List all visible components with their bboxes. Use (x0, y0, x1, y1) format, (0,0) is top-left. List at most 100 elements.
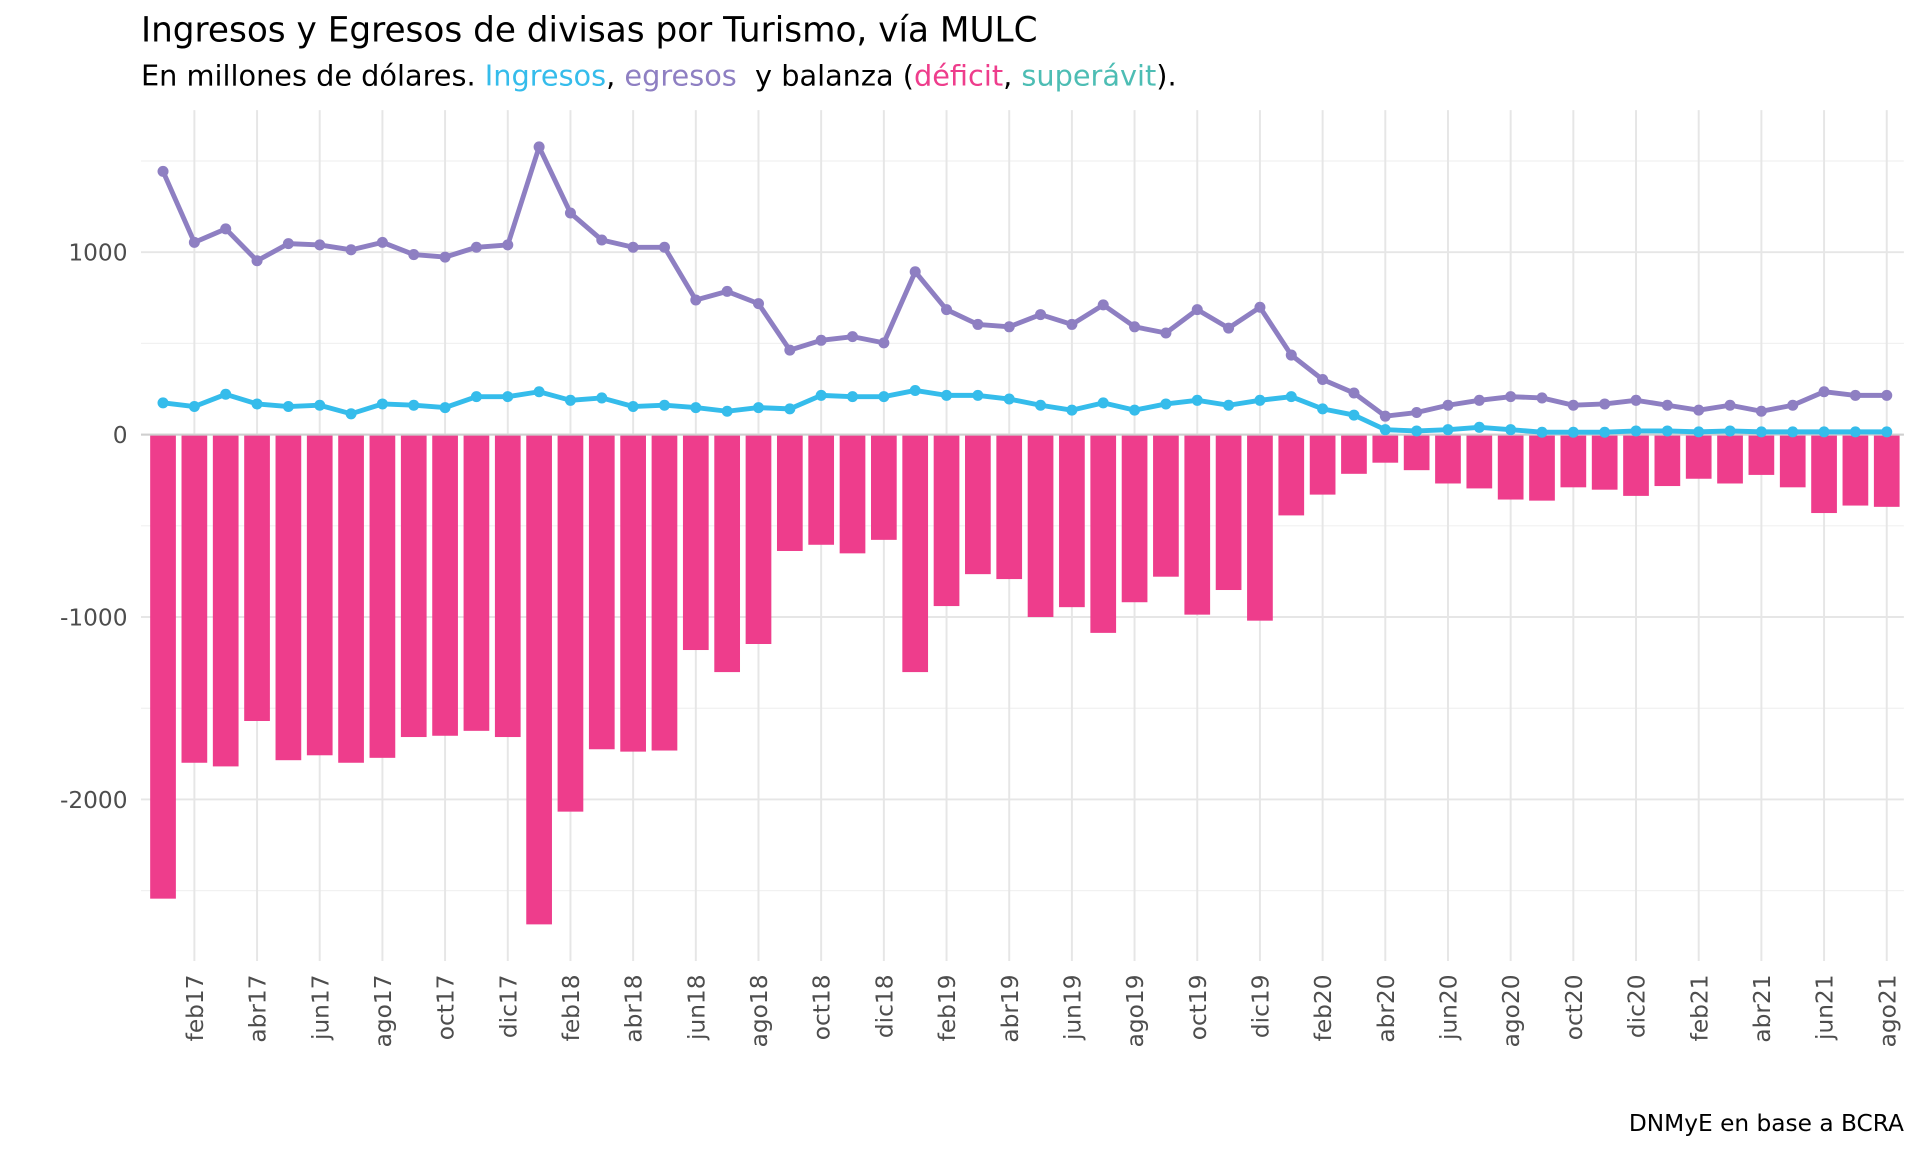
egresos-point (847, 331, 859, 343)
ingresos-point (1129, 404, 1141, 416)
ingresos-point (1724, 425, 1736, 437)
ingresos-point (784, 403, 796, 415)
ingresos-point (282, 401, 294, 413)
x-tick-label: abr21 (1749, 974, 1776, 1042)
ingresos-point (1818, 426, 1830, 438)
balance-bar (1811, 434, 1837, 514)
egresos-point (1724, 399, 1736, 411)
balance-bar (400, 434, 427, 738)
balance-bar (306, 434, 333, 756)
egresos-point (1567, 399, 1579, 411)
ingresos-point (596, 392, 608, 404)
egresos-point (1411, 407, 1423, 419)
egresos-point (1254, 301, 1266, 313)
balance-bar (1215, 434, 1242, 591)
ingresos-point (1442, 424, 1454, 436)
balance-bar (651, 434, 678, 751)
balance-bar (588, 434, 615, 750)
ingresos-point (1223, 399, 1235, 411)
balance-bars (150, 434, 1900, 925)
egresos-point (533, 141, 545, 153)
x-tick-label: ago20 (1498, 974, 1525, 1047)
balance-bar (1842, 434, 1869, 506)
ingresos-point (1097, 397, 1109, 409)
egresos-point (1097, 299, 1109, 311)
egresos-point (1285, 349, 1297, 361)
ingresos-point (1035, 399, 1047, 411)
x-tick-label: dic17 (495, 974, 522, 1038)
balance-bar (1435, 434, 1461, 484)
egresos-point (784, 344, 796, 356)
ingresos-point (752, 402, 765, 414)
balance-bar (463, 434, 490, 731)
ingresos-point (1536, 426, 1548, 438)
ingresos-point (220, 388, 232, 400)
x-tick-label: oct17 (433, 974, 460, 1040)
egresos-point (690, 294, 702, 306)
balance-bar (1309, 434, 1336, 495)
ingresos-point (470, 391, 482, 403)
x-tick-label: jun21 (1812, 974, 1839, 1041)
egresos-point (1348, 387, 1360, 399)
ingresos-point (251, 398, 263, 410)
egresos-point (1630, 394, 1642, 406)
egresos-point (909, 266, 921, 278)
ingresos-line (162, 388, 1887, 435)
x-tick-label: oct19 (1185, 974, 1212, 1040)
x-tick-label: feb21 (1686, 974, 1713, 1041)
egresos-point (376, 236, 388, 248)
balance-bar (1717, 434, 1743, 484)
chart-title: Ingresos y Egresos de divisas por Turism… (141, 11, 1038, 51)
subtitle-suffix: ). (1156, 59, 1176, 93)
y-tick-label: 0 (113, 422, 128, 449)
ingresos-point (1849, 426, 1861, 438)
ingresos-point (345, 408, 357, 420)
series-lines (157, 141, 1893, 438)
balance-bar (1059, 434, 1085, 608)
egresos-point (470, 241, 482, 253)
ingresos-point (1160, 398, 1172, 410)
ingresos-point (564, 394, 576, 406)
ingresos-point (1630, 425, 1642, 437)
balance-bar (150, 434, 176, 899)
egresos-point (1849, 389, 1861, 401)
ingresos-point (1191, 394, 1203, 406)
egresos-point (1661, 399, 1673, 411)
ingresos-point (1693, 426, 1705, 438)
egresos-point (408, 249, 420, 261)
egresos-point (1787, 399, 1799, 411)
balance-bar (1341, 434, 1367, 474)
egresos-point (1755, 405, 1767, 417)
balance-bar (1184, 434, 1211, 615)
egresos-point (1191, 304, 1203, 316)
egresos-point (721, 285, 733, 297)
balance-bar (1153, 434, 1179, 577)
ingresos-point (408, 399, 420, 411)
balance-bar (557, 434, 584, 812)
subtitle-egresos: egresos (624, 59, 736, 93)
x-tick-label: dic20 (1624, 974, 1651, 1038)
ingresos-point (1379, 424, 1391, 436)
ingresos-point (690, 402, 702, 414)
balance-bar (1779, 434, 1806, 488)
x-tick-label: jun19 (1059, 974, 1086, 1041)
ingresos-point (314, 399, 326, 411)
egresos-point (1066, 318, 1078, 330)
egresos-point (345, 244, 357, 256)
ingresos-point (847, 391, 859, 403)
ingresos-point (533, 386, 545, 398)
x-tick-label: oct20 (1561, 974, 1588, 1040)
balance-bar (1529, 434, 1555, 501)
balance-bar (1497, 434, 1524, 500)
subtitle-deficit: déficit (914, 59, 1003, 93)
subtitle-ingresos: Ingresos (485, 59, 606, 93)
x-tick-label: abr17 (245, 974, 272, 1042)
balance-bar (1466, 434, 1493, 489)
balance-bar (682, 434, 709, 651)
ingresos-point (1505, 424, 1517, 436)
x-tick-label: feb20 (1310, 974, 1337, 1041)
x-axis: feb17 abr17 jun17 ago17 oct17 dic17 feb18 abr18… (182, 974, 1901, 1047)
egresos-point (1881, 389, 1893, 401)
subtitle-mid: y balanza ( (737, 59, 914, 93)
y-tick-label: 1000 (68, 240, 127, 267)
